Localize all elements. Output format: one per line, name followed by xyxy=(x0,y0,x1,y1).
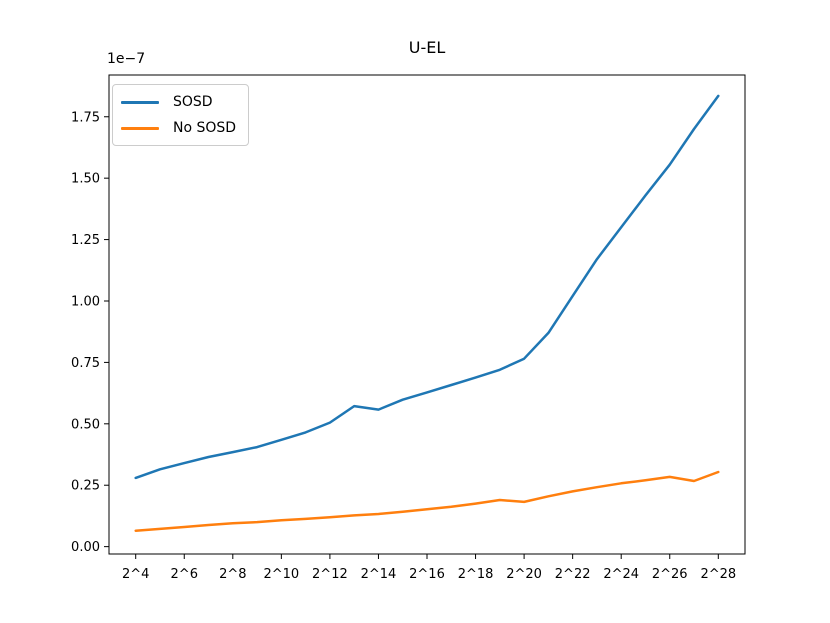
y-tick-label: 1.25 xyxy=(71,233,100,248)
y-tick-label: 0.50 xyxy=(71,417,100,432)
legend-item-sosd: SOSD xyxy=(121,92,236,112)
y-axis-offset-label: 1e−7 xyxy=(107,51,146,67)
x-tick-label: 2^14 xyxy=(361,567,397,582)
no-sosd-line-swatch xyxy=(121,126,159,130)
x-tick-label: 2^10 xyxy=(263,567,299,582)
x-tick-label: 2^26 xyxy=(652,567,688,582)
y-tick-label: 1.50 xyxy=(71,172,100,187)
x-tick-label: 2^28 xyxy=(700,567,736,582)
sosd-line-swatch xyxy=(121,100,159,104)
x-tick-label: 2^20 xyxy=(506,567,542,582)
y-tick-label: 1.75 xyxy=(71,110,100,125)
sosd-line xyxy=(134,94,720,480)
x-tick-label: 2^12 xyxy=(312,567,348,582)
no-sosd-line xyxy=(134,470,720,532)
y-tick-label: 0.75 xyxy=(71,356,100,371)
legend-label-no-sosd: No SOSD xyxy=(173,120,237,136)
x-tick-label: 2^22 xyxy=(555,567,591,582)
legend: SOSD No SOSD xyxy=(112,84,250,146)
x-tick-label: 2^4 xyxy=(122,567,149,582)
y-tick-label: 1.00 xyxy=(71,294,100,309)
legend-item-no-sosd: No SOSD xyxy=(121,118,236,138)
legend-label-sosd: SOSD xyxy=(173,94,213,110)
axes-frame xyxy=(108,74,746,555)
x-tick-label: 2^18 xyxy=(458,567,494,582)
y-tick-label: 0.25 xyxy=(71,479,100,494)
x-tick-label: 2^16 xyxy=(409,567,445,582)
x-tick-label: 2^8 xyxy=(219,567,246,582)
y-tick-label: 0.00 xyxy=(71,540,100,555)
x-tick-label: 2^24 xyxy=(603,567,639,582)
x-tick-label: 2^6 xyxy=(171,567,198,582)
chart-title: U-EL xyxy=(408,38,446,57)
